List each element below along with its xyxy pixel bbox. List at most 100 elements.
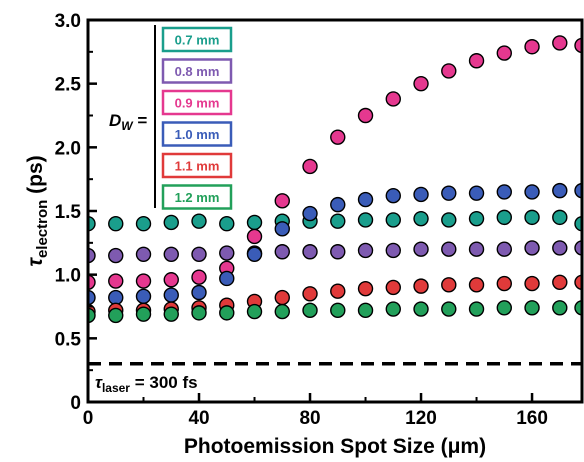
y-tick-label: 2.5 [55, 75, 82, 96]
data-point [357, 107, 374, 124]
data-point [302, 158, 318, 175]
data-point [496, 45, 512, 61]
data-point [108, 307, 124, 324]
data-point [468, 53, 485, 69]
x-tick-label: 40 [188, 408, 209, 429]
data-point [88, 274, 96, 291]
data-point [468, 185, 485, 201]
data-point [191, 246, 207, 262]
data-point [468, 241, 485, 257]
legend-item: 0.9 mm [161, 89, 233, 116]
data-point [441, 241, 457, 257]
legend-item: 1.1 mm [161, 152, 233, 179]
legend-group-symbol: D [109, 111, 121, 130]
data-point [219, 270, 235, 287]
data-point [385, 242, 401, 259]
legend-box [161, 89, 233, 116]
data-point [274, 244, 290, 260]
y-axis-title-symbol: τ [24, 257, 47, 267]
data-point [441, 63, 457, 79]
legend-item: 1.0 mm [161, 121, 233, 147]
data-point [385, 301, 401, 317]
data-point [191, 269, 207, 285]
data-point [191, 213, 207, 229]
series-1.0-mm [88, 182, 582, 306]
data-point [302, 302, 318, 319]
data-point [552, 274, 568, 291]
reference-line-label: τlaser = 300 fs [95, 373, 198, 395]
y-tick-label: 0.5 [55, 329, 82, 350]
reference-label-subscript: laser [102, 381, 130, 395]
data-point [135, 288, 152, 305]
data-point [330, 283, 346, 299]
data-point [496, 275, 512, 292]
data-point [468, 301, 485, 317]
y-tick-label: 2.0 [55, 138, 81, 159]
legend-item: 1.2 mm [161, 184, 233, 210]
data-point [413, 210, 429, 227]
data-point [246, 303, 263, 320]
data-point [88, 307, 96, 324]
data-point [357, 242, 374, 259]
data-point [552, 35, 568, 51]
data-point [552, 182, 568, 199]
data-point [330, 196, 346, 213]
legend-label: 1.0 mm [175, 127, 220, 142]
data-point [385, 212, 401, 228]
data-point [246, 214, 263, 231]
data-point [385, 279, 401, 296]
data-point [108, 289, 124, 306]
legend-box [161, 152, 233, 179]
x-tick-label: 0 [83, 408, 94, 429]
y-axis-ticks: 0 0.5 1.0 1.5 2.0 2.5 3.0 [55, 11, 97, 414]
data-point [274, 221, 290, 237]
data-point [108, 216, 124, 232]
data-point [552, 240, 568, 256]
data-point [524, 39, 540, 55]
x-tick-label: 160 [516, 408, 548, 429]
data-point [191, 305, 207, 321]
y-tick-label: 0 [70, 393, 81, 414]
data-point [413, 75, 429, 92]
y-axis-title-unit: (ps) [24, 155, 47, 199]
data-point [357, 302, 374, 319]
data-point [330, 213, 346, 229]
data-point [246, 246, 263, 262]
legend-label: 0.7 mm [175, 33, 220, 48]
legend-item: 0.8 mm [161, 58, 233, 84]
data-point [88, 289, 96, 306]
data-point [441, 212, 457, 228]
data-point [574, 240, 582, 256]
data-point [357, 280, 374, 297]
data-point [330, 244, 346, 260]
data-point [413, 186, 429, 203]
y-tick-label: 3.0 [55, 11, 81, 32]
data-point [219, 245, 235, 261]
data-point [441, 185, 457, 201]
data-point [135, 306, 152, 322]
legend-item: 0.7 mm [161, 26, 233, 53]
data-point [468, 210, 485, 227]
data-point [574, 182, 582, 199]
series-0.9-mm [88, 35, 582, 291]
series-layer [88, 35, 582, 324]
data-point [330, 129, 346, 145]
data-point [88, 216, 96, 232]
data-point [246, 228, 263, 245]
data-point [108, 247, 124, 264]
legend-group-label: DW = [109, 111, 147, 133]
legend-label: 1.2 mm [175, 190, 220, 205]
data-point [219, 305, 235, 321]
data-point [330, 302, 346, 319]
data-point [163, 246, 179, 262]
data-point [441, 301, 457, 317]
y-axis-title: τelectron (ps) [24, 155, 51, 266]
x-axis-ticks: 0 40 80 120 160 [83, 393, 548, 429]
legend-items: 0.7 mm 0.8 mm 0.9 mm 1.0 mm 1.1 mm 1.2 mm [161, 26, 233, 210]
data-point [135, 246, 152, 262]
series-0.7-mm [88, 209, 582, 232]
legend-label: 1.1 mm [175, 159, 220, 174]
data-point [574, 300, 582, 316]
legend-group-equals: = [133, 111, 148, 130]
